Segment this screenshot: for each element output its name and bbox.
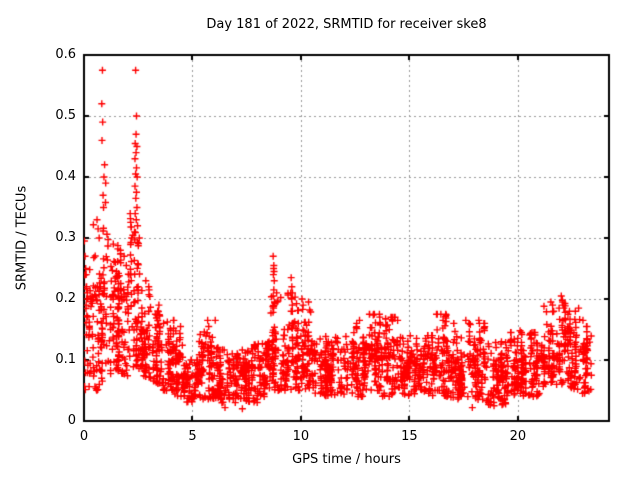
y-tick-label: 0.4 <box>55 169 76 184</box>
x-tick-label: 5 <box>188 429 197 444</box>
y-tick-label: 0.6 <box>55 47 76 62</box>
y-tick-label: 0.3 <box>55 230 76 245</box>
y-tick-label: 0 <box>67 413 76 428</box>
x-axis-label: GPS time / hours <box>292 452 401 467</box>
chart-title: Day 181 of 2022, SRMTID for receiver ske… <box>206 17 487 32</box>
x-tick-label: 15 <box>401 429 418 444</box>
x-tick-label: 0 <box>79 429 89 444</box>
y-tick-label: 0.1 <box>55 352 76 367</box>
y-tick-label: 0.5 <box>55 108 76 123</box>
x-tick-label: 10 <box>292 429 310 444</box>
y-tick-label: 0.2 <box>55 291 76 306</box>
x-tick-label: 20 <box>509 429 527 444</box>
